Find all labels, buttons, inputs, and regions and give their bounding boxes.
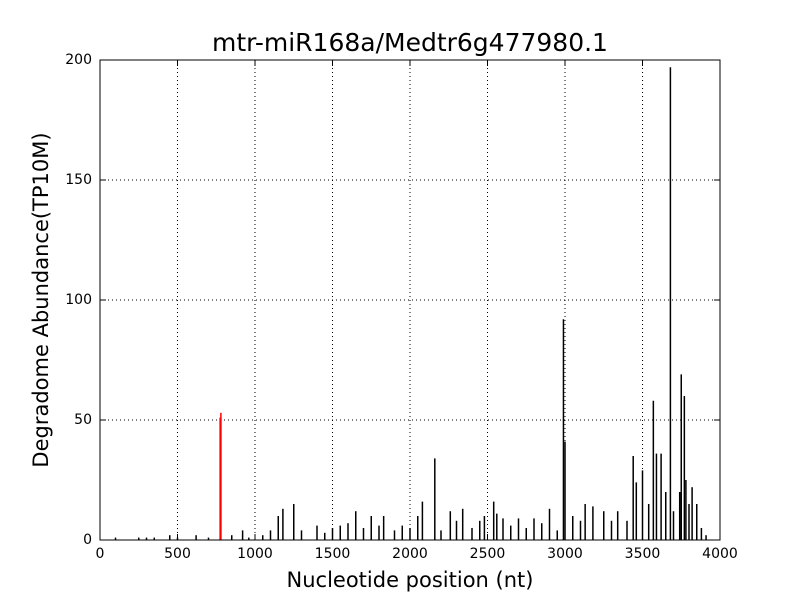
y-axis-label: Degradome Abundance(TP10M) [29, 132, 53, 467]
y-tick-label: 150 [65, 172, 92, 188]
x-tick-label: 0 [96, 546, 105, 562]
plot-frame [99, 59, 721, 541]
y-tick-label: 50 [74, 412, 92, 428]
x-axis-label: Nucleotide position (nt) [287, 568, 534, 592]
x-tick-label: 1000 [237, 546, 273, 562]
y-tick-label: 100 [65, 292, 92, 308]
x-tick-label: 1500 [315, 546, 351, 562]
x-tick-label: 2000 [392, 546, 428, 562]
x-tick-label: 2500 [470, 546, 506, 562]
x-tick-label: 3000 [547, 546, 583, 562]
x-tick-label: 3500 [625, 546, 661, 562]
y-tick-label: 0 [83, 532, 92, 548]
x-tick-label: 500 [164, 546, 191, 562]
chart-title: mtr-miR168a/Medtr6g477980.1 [212, 28, 608, 57]
x-tick-label: 4000 [702, 546, 738, 562]
y-tick-label: 200 [65, 52, 92, 68]
